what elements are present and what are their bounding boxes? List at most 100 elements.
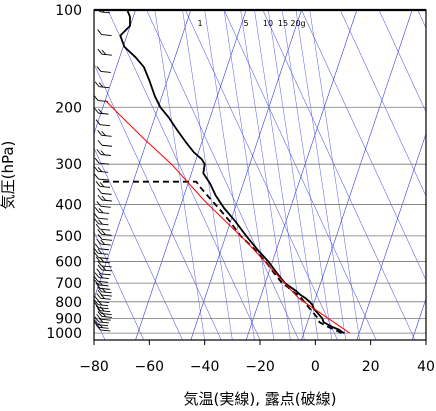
plot-frame <box>93 8 427 341</box>
wind-barb-42 <box>95 305 111 313</box>
wind-barb-16 <box>97 194 112 202</box>
wind-barb-36 <box>97 286 112 294</box>
x-tick-label-20: 20 <box>362 359 380 375</box>
wind-barb-26 <box>94 247 109 255</box>
wind-barb-32 <box>94 272 110 280</box>
mixing-ratio-line-1 <box>182 10 233 340</box>
mixing-ratio-labels: 1 5 10 15 20g <box>197 19 305 28</box>
wind-barb-17 <box>96 201 111 208</box>
adiabat-line-10 <box>301 10 426 281</box>
adiabat-line-6 <box>146 10 299 340</box>
wind-barb-2 <box>97 48 112 56</box>
wind-barb-21 <box>95 223 111 231</box>
adiabat-line-2 <box>94 231 145 340</box>
mixing-ratio-line-4 <box>240 10 291 340</box>
wind-barb-9 <box>97 139 112 147</box>
mixing-ratio-label-4: 20g <box>290 19 305 28</box>
mixing-ratio-line-0 <box>154 10 205 340</box>
x-axis-title: 気温(実線), 露点(破線) <box>184 390 337 408</box>
isotherm-line-1 <box>94 10 136 135</box>
y-tick-label-600: 600 <box>55 254 82 270</box>
wind-barb-31 <box>96 268 111 276</box>
x-axis-ticks: −80 −60 −40 −20 0 20 40 <box>79 340 435 375</box>
background-lines <box>94 10 426 340</box>
wind-barb-33 <box>94 276 109 283</box>
wind-barb-24 <box>96 238 111 246</box>
wind-barb-12 <box>94 166 109 173</box>
mixing-ratio-label-2: 10 <box>263 19 273 28</box>
wind-barb-25 <box>94 243 110 251</box>
adiabat-line-13 <box>417 10 426 29</box>
adiabat-line-8 <box>223 10 377 340</box>
x-tick-label--20: −20 <box>245 359 275 375</box>
isotherm-line-5 <box>245 10 358 340</box>
mixing-ratio-line-2 <box>204 10 255 340</box>
wind-barb-20 <box>94 218 109 226</box>
wind-barbs <box>94 10 112 332</box>
adiabat-line-11 <box>340 10 426 197</box>
mixing-ratio-line-7 <box>281 10 333 340</box>
wind-barb-40 <box>94 299 109 307</box>
adiabat-line-3 <box>94 147 183 340</box>
mixing-ratio-label-3: 15 <box>278 19 288 28</box>
adiabat-line-12 <box>378 10 426 113</box>
isotherm-line-2 <box>94 10 192 300</box>
wind-barb-23 <box>97 234 112 241</box>
wind-barb-7 <box>95 119 111 127</box>
isotherm-line-6 <box>301 10 413 340</box>
wind-barb-27 <box>94 252 109 260</box>
wind-barb-13 <box>94 173 109 181</box>
profile-lines <box>99 10 351 334</box>
series-line-2 <box>104 99 351 334</box>
y-tick-label-700: 700 <box>55 276 82 292</box>
x-tick-label-40: 40 <box>417 359 435 375</box>
y-tick-label-300: 300 <box>55 157 82 173</box>
isotherm-line-7 <box>356 132 426 340</box>
x-tick-label--80: −80 <box>79 359 109 375</box>
wind-barb-45 <box>96 313 111 321</box>
wind-barb-3 <box>96 66 111 73</box>
isotherm-line-4 <box>190 10 302 340</box>
wind-barb-37 <box>97 289 112 297</box>
x-tick-label-0: 0 <box>311 359 320 375</box>
series-line-1 <box>99 180 343 334</box>
mixing-ratio-line-3 <box>223 10 275 340</box>
y-tick-label-400: 400 <box>55 198 82 214</box>
wind-barb-19 <box>94 212 109 220</box>
mixing-ratio-line-6 <box>268 10 319 340</box>
mixing-ratio-line-5 <box>254 10 305 340</box>
y-tick-label-800: 800 <box>55 295 82 311</box>
wind-barb-49 <box>95 324 111 332</box>
adiabat-line-4 <box>94 63 222 340</box>
wind-barb-30 <box>97 264 112 272</box>
wind-barb-18 <box>94 207 110 214</box>
wind-barb-1 <box>97 29 112 37</box>
wind-barb-11 <box>94 157 110 165</box>
wind-barb-46 <box>94 316 109 324</box>
y-tick-label-200: 200 <box>55 100 82 116</box>
wind-barb-34 <box>94 279 109 287</box>
mixing-ratio-label-0: 1 <box>197 19 202 28</box>
y-tick-label-500: 500 <box>55 229 82 245</box>
isotherm-line-3 <box>135 10 247 340</box>
y-tick-label-100: 100 <box>55 3 82 19</box>
wind-barb-4 <box>94 81 110 89</box>
wind-barb-44 <box>97 311 112 318</box>
wind-barb-8 <box>97 130 112 137</box>
wind-barb-41 <box>94 302 109 310</box>
adiabat-line-9 <box>262 10 416 340</box>
isotherm-line-8 <box>411 297 426 340</box>
x-tick-label--40: −40 <box>190 359 220 375</box>
series-line-0 <box>119 10 345 334</box>
y-axis-title: 気圧(hPa) <box>0 141 17 210</box>
wind-barb-15 <box>97 188 112 195</box>
wind-barb-38 <box>96 293 111 300</box>
x-tick-label--60: −60 <box>135 359 165 375</box>
wind-barb-6 <box>94 107 109 115</box>
mixing-ratio-label-1: 5 <box>243 19 248 28</box>
wind-barb-14 <box>95 181 111 188</box>
mixing-ratio-line-8 <box>295 10 346 340</box>
adiabat-line-7 <box>185 10 338 340</box>
wind-barb-28 <box>95 256 111 264</box>
